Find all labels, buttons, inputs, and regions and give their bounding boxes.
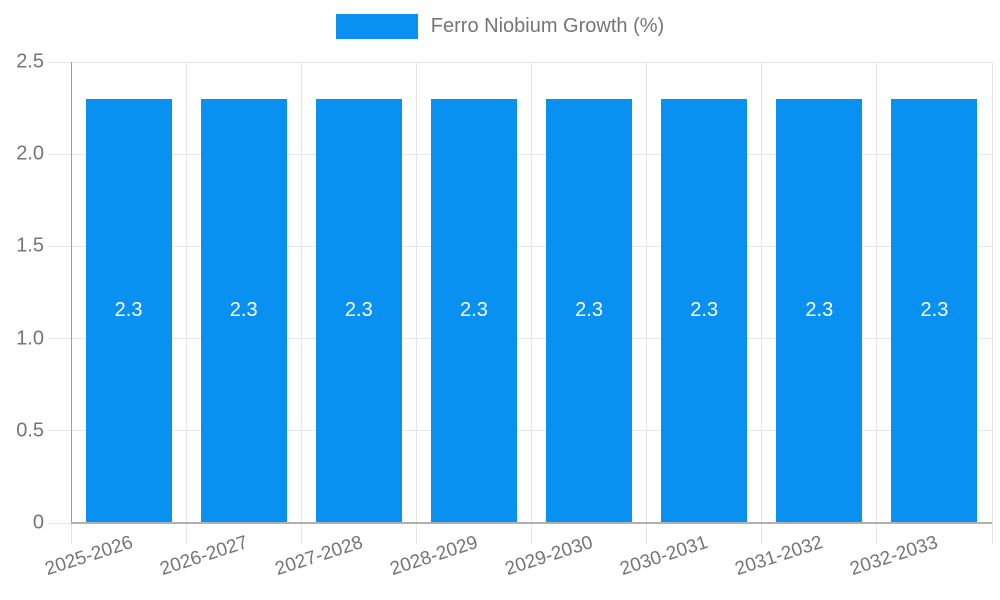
y-axis-tick-label: 1.5: [16, 234, 44, 257]
y-axis-tick: [48, 430, 71, 432]
bar-value-label: 2.3: [575, 298, 603, 321]
bar[interactable]: [661, 98, 748, 523]
x-gridline: [185, 62, 187, 523]
x-gridline: [646, 62, 648, 523]
x-axis-tick: [185, 523, 187, 544]
x-axis-tick: [876, 523, 878, 544]
bar[interactable]: [315, 98, 402, 523]
x-axis-line: [71, 522, 992, 524]
x-gridline: [300, 62, 302, 523]
x-axis-tick: [531, 523, 532, 544]
legend[interactable]: Ferro Niobium Growth (%): [0, 14, 1000, 39]
bar-value-label: 2.3: [460, 298, 488, 321]
y-axis-tick: [48, 245, 71, 247]
x-axis-tick: [646, 523, 648, 544]
y-axis-line: [71, 62, 72, 524]
y-axis-tick: [48, 522, 71, 524]
x-axis-tick: [761, 523, 763, 544]
x-gridline: [531, 62, 532, 523]
y-axis-tick-label: 2.0: [16, 142, 44, 165]
y-axis-tick: [48, 153, 71, 155]
bar-value-label: 2.3: [920, 298, 949, 321]
bar-value-label: 2.3: [690, 298, 719, 321]
legend-label: Ferro Niobium Growth (%): [430, 15, 665, 37]
bar-value-label: 2.3: [805, 298, 834, 321]
y-axis-tick-label: 2.5: [16, 50, 44, 73]
y-axis-tick-label: 0.5: [16, 419, 44, 442]
bar[interactable]: [891, 98, 978, 523]
y-axis-tick: [48, 61, 71, 63]
bar-value-label: 2.3: [344, 298, 373, 321]
x-axis-tick: [415, 523, 417, 544]
bar[interactable]: [430, 98, 517, 523]
x-gridline: [415, 62, 417, 523]
y-axis-tick-label: 1.0: [16, 327, 44, 350]
y-axis-tick: [48, 338, 71, 340]
x-gridline: [761, 62, 763, 523]
bar-value-label: 2.3: [114, 298, 143, 321]
bar[interactable]: [85, 98, 172, 523]
bar[interactable]: [776, 98, 863, 523]
legend-swatch-icon: [335, 14, 418, 39]
bar[interactable]: [200, 98, 287, 523]
x-axis-tick: [991, 523, 993, 544]
y-axis-tick-label: 0: [32, 511, 44, 534]
bar[interactable]: [546, 98, 633, 523]
x-axis-tick: [70, 523, 72, 544]
x-axis-tick: [300, 523, 302, 544]
bar-value-label: 2.3: [229, 298, 258, 321]
x-gridline: [991, 62, 993, 523]
x-gridline: [876, 62, 878, 523]
